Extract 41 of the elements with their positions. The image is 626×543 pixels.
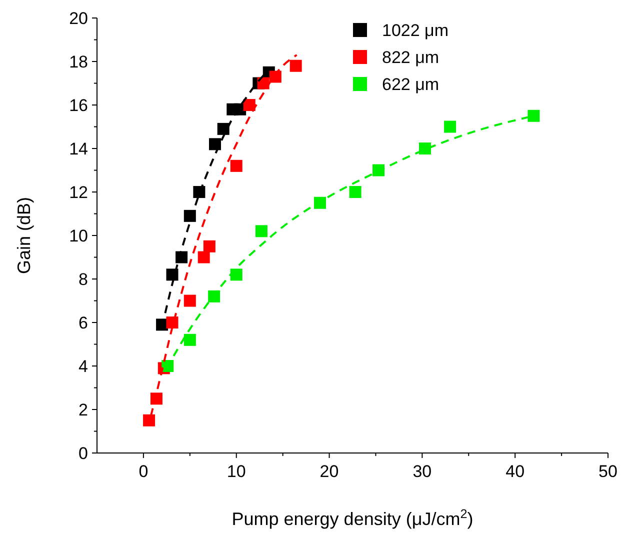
point: [184, 294, 196, 307]
y-tick-label: 14: [69, 139, 88, 158]
x-tick-label: 10: [226, 462, 246, 481]
point: [166, 316, 178, 328]
point: [166, 268, 178, 281]
point: [193, 186, 206, 198]
x-tick-label: 30: [412, 462, 432, 481]
point: [418, 142, 431, 154]
x-axis-title: Pump energy density (μJ/cm$^{2}$): [232, 507, 474, 529]
point: [444, 120, 456, 133]
y-tick-label: 4: [78, 356, 88, 376]
x-tick-label: 40: [506, 462, 525, 481]
point: [184, 334, 196, 346]
point: [255, 225, 268, 238]
x-tick-label: 50: [598, 462, 618, 481]
point: [230, 160, 242, 172]
y-tick-label: 2: [78, 400, 88, 420]
y-tick-label: 10: [69, 226, 88, 246]
y-tick-label: 16: [69, 96, 88, 115]
y-tick-label: 20: [69, 8, 88, 28]
point: [198, 251, 210, 264]
point: [208, 138, 221, 150]
y-tick-label: 12: [69, 182, 88, 202]
point: [230, 268, 242, 281]
point: [143, 414, 156, 426]
y-tick-label: 0: [78, 444, 88, 463]
legend-label: 822 μm: [382, 48, 440, 67]
point: [528, 110, 540, 122]
y-tick-label: 18: [69, 52, 88, 72]
x-tick-label: 0: [138, 462, 148, 481]
point: [176, 251, 188, 264]
x-tick-label: 20: [320, 462, 339, 481]
y-axis-title: Gain (dB): [14, 196, 34, 274]
point: [203, 240, 216, 252]
point: [290, 60, 302, 72]
legend-label: 622 μm: [382, 74, 440, 94]
point: [217, 122, 230, 135]
legend-label: 1022 μm: [382, 20, 448, 40]
y-tick-label: 8: [78, 270, 88, 289]
point: [349, 186, 362, 198]
y-tick-label: 6: [78, 313, 88, 332]
